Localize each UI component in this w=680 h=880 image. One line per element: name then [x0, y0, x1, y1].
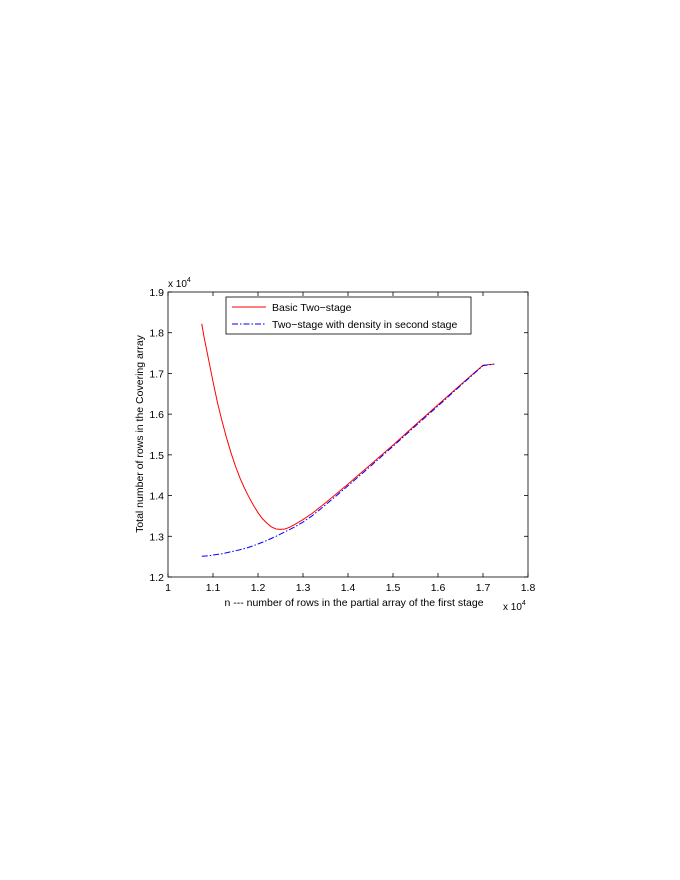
y-axis-label: Total number of rows in the Covering arr…: [134, 334, 146, 533]
y-tick-label: 1.5: [149, 450, 164, 462]
y-axis-multiplier: x 104: [168, 277, 191, 290]
y-tick-label: 1.4: [149, 491, 164, 503]
x-tick-label: 1.6: [431, 582, 446, 594]
y-axis-multiplier-exponent: 4: [187, 277, 191, 284]
series-line-density-second-stage: [201, 363, 495, 557]
y-tick-label: 1.7: [149, 368, 164, 380]
x-tick-label: 1.3: [296, 582, 311, 594]
x-axis-multiplier: x 104: [503, 600, 526, 613]
y-tick-label: 1.3: [149, 531, 164, 543]
series-line-basic-two-stage: [201, 323, 495, 530]
legend-label-density: Two−stage with density in second stage: [272, 319, 457, 331]
x-axis-multiplier-exponent: 4: [522, 600, 526, 607]
legend-box: [225, 296, 472, 335]
x-tick-label: 1.1: [206, 582, 221, 594]
y-tick-label: 1.6: [149, 409, 164, 421]
y-tick-label: 1.9: [149, 287, 164, 299]
plot-area: [167, 291, 529, 578]
legend-label-basic: Basic Two−stage: [272, 302, 352, 314]
x-tick-label: 1.7: [476, 582, 491, 594]
y-tick-label: 1.2: [149, 572, 164, 584]
x-axis: 1 1.1 1.2 1.3 1.4 1.5 1.6 1.7 1.8: [165, 292, 535, 594]
legend: Basic Two−stage Two−stage with density i…: [225, 296, 472, 335]
x-tick-label: 1.2: [251, 582, 266, 594]
x-axis-label: n --- number of rows in the partial arra…: [224, 597, 483, 609]
y-tick-label: 1.8: [149, 328, 164, 340]
plot-border: [167, 291, 529, 578]
series-layer: [201, 323, 495, 557]
x-tick-label: 1.4: [341, 582, 356, 594]
y-axis: 1.2 1.3 1.4 1.5 1.6 1.7 1.8 1.9: [149, 287, 528, 584]
x-tick-label: 1.8: [521, 582, 536, 594]
x-tick-label: 1: [165, 582, 171, 594]
x-tick-label: 1.5: [386, 582, 401, 594]
